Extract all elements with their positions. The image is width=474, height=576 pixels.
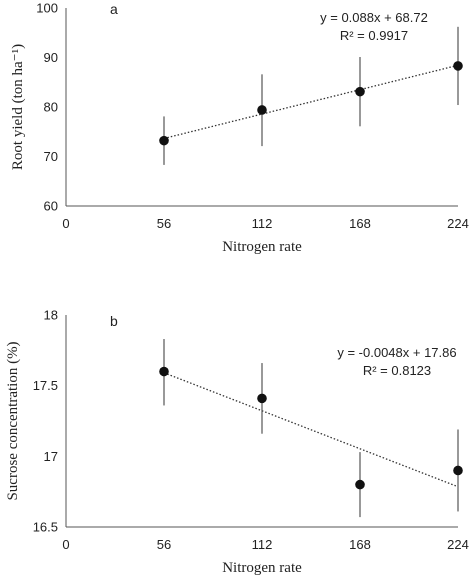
x-tick-label: 112 [252, 216, 273, 231]
x-tick-label: 224 [447, 216, 469, 231]
data-point [453, 465, 463, 476]
data-point [355, 479, 365, 490]
y-tick-label: 60 [44, 199, 58, 214]
y-axis-label: Sucrose concentration (%) [5, 341, 21, 500]
data-point [355, 86, 365, 97]
y-tick-label: 16.5 [33, 520, 58, 535]
data-point [159, 135, 169, 146]
r-squared: R² = 0.8123 [363, 363, 431, 378]
trendline [163, 372, 459, 488]
data-point [453, 61, 463, 71]
x-tick-label: 56 [157, 537, 171, 552]
y-tick-label: 100 [36, 1, 58, 16]
chart-panel-a: 60 70 80 90 100 0 56 112 168 224 Nitrogen rate Root… [10, 1, 469, 256]
x-tick-label: 0 [62, 216, 69, 231]
y-tick-label: 90 [44, 50, 58, 65]
x-axis-label: Nitrogen rate [222, 239, 302, 255]
x-tick-label: 0 [62, 537, 69, 552]
y-tick-label: 18 [44, 308, 58, 323]
data-point [257, 105, 267, 115]
data-point [257, 393, 267, 404]
panel-label: a [110, 1, 118, 17]
trendline [163, 64, 459, 140]
y-tick-label: 17 [44, 449, 58, 464]
x-tick-label: 112 [252, 537, 273, 552]
y-tick-label: 70 [44, 149, 58, 164]
x-axis-label: Nitrogen rate [222, 560, 302, 576]
y-axis-label: Root yield (ton ha⁻¹) [10, 44, 26, 170]
y-tick-label: 80 [44, 100, 58, 115]
panel-label: b [110, 313, 118, 329]
r-squared: R² = 0.9917 [340, 28, 408, 43]
x-tick-label: 168 [349, 537, 371, 552]
x-tick-label: 224 [447, 537, 469, 552]
data-point [159, 366, 169, 377]
y-tick-label: 17.5 [33, 378, 58, 393]
regression-equation: y = -0.0048x + 17.86 [337, 345, 456, 360]
regression-equation: y = 0.088x + 68.72 [320, 10, 428, 25]
x-tick-label: 168 [349, 216, 371, 231]
x-tick-label: 56 [157, 216, 171, 231]
chart-panel-b: 16.5 17 17.5 18 0 56 112 168 224 Nitrogen rate Suc… [5, 308, 469, 576]
